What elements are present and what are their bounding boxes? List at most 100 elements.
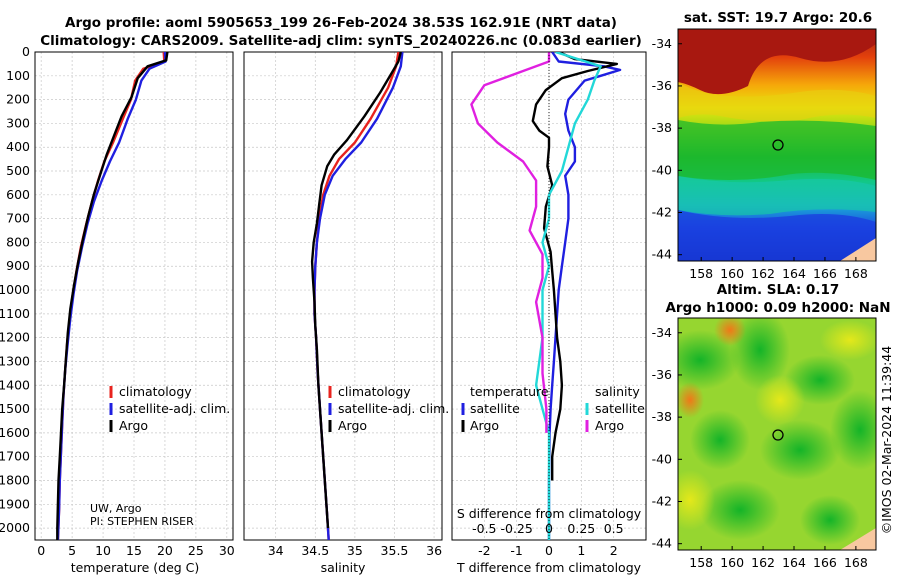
x-tick-label: 36 [426,543,442,558]
depth-tick-label: 0 [22,44,30,59]
depth-tick-label: 200 [6,92,30,107]
difference-series [470,52,622,540]
map-lon-label: 158 [689,266,713,281]
depth-tick-label: 300 [6,115,30,130]
x-tick-label: -2 [478,543,490,558]
figure-title-line2: Climatology: CARS2009. Satellite-adj cli… [40,33,642,49]
s-tick-label: -0.5 [472,521,496,536]
depth-tick-label: 1500 [0,401,30,416]
imos-watermark: ©IMOS 02-Mar-2024 11:39:44 [879,346,894,534]
map-lat-label: -34 [652,36,672,51]
legend-t-argo: Argo [470,418,499,433]
legend-s-satellite: satellite [595,401,645,416]
sla-map [678,318,876,550]
map-lat-label: -40 [652,162,672,177]
s-tick-label: 0.5 [604,521,624,536]
map-lat-label: -38 [652,409,672,424]
salinity-panel: 34 34.5 35 35.5 36 [243,51,443,558]
sla-argo-location-marker [772,429,784,441]
map-lat-label: -38 [652,120,672,135]
figure-title-line1: Argo profile: aoml 5905653_199 26-Feb-20… [65,15,617,31]
x-tick-label: 1 [577,543,585,558]
map-lon-label: 164 [782,555,806,570]
sst-map-title: sat. SST: 19.7 Argo: 20.6 [684,10,872,26]
depth-tick-label: 2000 [0,520,30,535]
x-tick-label: 2 [610,543,618,558]
temperature-xlabel: temperature (deg C) [71,560,200,575]
s-tick-label: -0.25 [500,521,532,536]
legend-satellite: satellite-adj. clim. [119,401,230,416]
sst-argo-location-marker [772,139,784,151]
map-lon-label: 166 [813,555,837,570]
x-tick-label: 10 [95,543,111,558]
map-lon-label: 160 [720,555,744,570]
axes-frame [34,51,234,541]
depth-tick-label: 100 [6,68,30,83]
x-tick-label: 20 [157,543,173,558]
sla-map-title2: Argo h1000: 0.09 h2000: NaN [665,300,890,316]
depth-tick-label: 400 [6,139,30,154]
legend-climatology: climatology [338,384,411,399]
series-line-s-satellite [534,52,602,540]
map-lon-label: 158 [689,555,713,570]
depth-tick-label: 1700 [0,449,30,464]
temperature-panel: 0 5 10 15 20 25 30 [34,51,235,558]
map-lat-label: -40 [652,451,672,466]
depth-tick-label: 500 [6,163,30,178]
map-lon-label: 160 [720,266,744,281]
sla-map-ticks: -34 -36 -38 -40 -42 -44 158 160 162 164 166 168 [652,325,868,570]
s-tick-label: 0 [545,521,553,536]
temperature-series [56,52,169,540]
depth-tick-label: 900 [6,258,30,273]
series-line-satellite-adj-clim- [56,52,167,540]
series-line-s-argo [470,52,551,433]
depth-tick-label: 1000 [0,282,30,297]
map-lat-label: -42 [652,204,672,219]
temperature-legend: climatology satellite-adj. clim. Argo [109,384,230,433]
x-tick-label: 35 [347,543,363,558]
depth-tick-label: 1200 [0,330,30,345]
map-lat-label: -44 [652,247,672,262]
credit-line1: UW, Argo [90,502,142,515]
legend-t-satellite: satellite [470,401,520,416]
sst-map-ticks: -34 -36 -38 -40 -42 -44 158 160 162 164 166 168 [652,36,868,281]
x-tick-label: 15 [126,543,142,558]
series-line-t-satellite [547,52,622,540]
legend-salinity-title: salinity [595,384,640,399]
depth-tick-label: 1800 [0,472,30,487]
difference-xlabel-top: S difference from climatology [457,506,642,521]
map-lat-label: -44 [652,536,672,551]
legend-argo: Argo [119,418,148,433]
map-lat-label: -36 [652,367,672,382]
map-lon-label: 166 [813,266,837,281]
depth-tick-label: 1100 [0,306,30,321]
x-tick-label: 0 [37,543,45,558]
x-tick-label: 25 [188,543,204,558]
x-tick-label: 34 [268,543,284,558]
sla-map-title1: Altim. SLA: 0.17 [717,282,839,298]
sst-map [678,29,876,261]
x-tick-label: 35.5 [381,543,409,558]
x-tick-label: 0 [545,543,553,558]
x-tick-label: -1 [510,543,522,558]
s-tick-label: 0.25 [567,521,595,536]
salinity-legend: climatology satellite-adj. clim. Argo [328,384,449,433]
legend-climatology: climatology [119,384,192,399]
map-lat-label: -34 [652,325,672,340]
map-lon-label: 162 [751,555,775,570]
map-lon-label: 168 [844,266,868,281]
series-line-argo [56,52,169,540]
map-lon-label: 162 [751,266,775,281]
x-tick-label: 30 [219,543,235,558]
depth-tick-label: 700 [6,211,30,226]
map-lon-label: 164 [782,266,806,281]
legend-satellite: satellite-adj. clim. [338,401,449,416]
legend-temperature-title: temperature [470,384,549,399]
legend-argo: Argo [338,418,367,433]
legend-s-argo: Argo [595,418,624,433]
depth-tick-label: 1400 [0,377,30,392]
series-line-argo [310,52,402,529]
depth-tick-label: 1900 [0,496,30,511]
depth-tick-label: 1600 [0,425,30,440]
